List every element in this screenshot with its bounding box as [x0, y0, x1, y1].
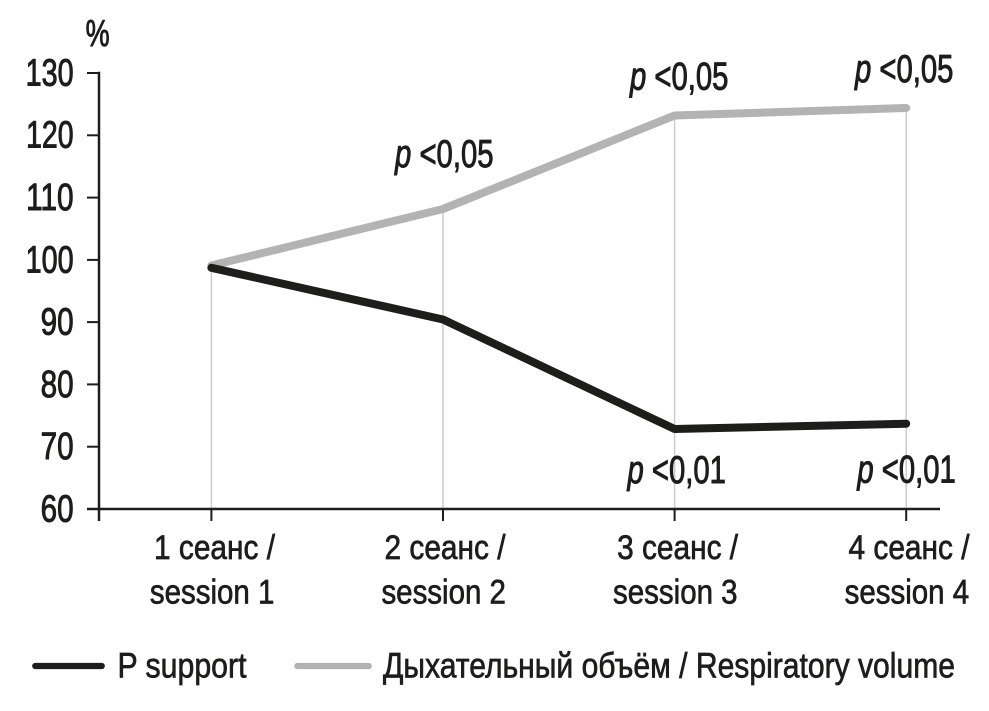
svg-text:4 сеанс /: 4 сеанс /: [849, 529, 970, 567]
svg-text:p <0,05: p <0,05: [394, 133, 493, 176]
svg-text:p <0,05: p <0,05: [629, 56, 728, 99]
svg-text:session 1: session 1: [150, 573, 275, 611]
svg-text:1 сеанс /: 1 сеанс /: [154, 529, 275, 567]
svg-text:130: 130: [26, 52, 74, 94]
svg-text:60: 60: [41, 488, 74, 530]
svg-text:Дыхательный объём / Respirator: Дыхательный объём / Respiratory volume: [383, 646, 955, 686]
svg-text:P support: P support: [118, 646, 247, 686]
svg-text:90: 90: [41, 302, 74, 344]
svg-text:80: 80: [41, 364, 74, 406]
svg-text:110: 110: [26, 177, 74, 219]
svg-text:120: 120: [26, 115, 74, 157]
svg-text:2 сеанс /: 2 сеанс /: [385, 529, 506, 567]
svg-text:p <0,01: p <0,01: [857, 449, 956, 492]
svg-text:session 2: session 2: [381, 573, 506, 611]
svg-text:%: %: [86, 12, 110, 54]
svg-text:p <0,01: p <0,01: [627, 449, 726, 492]
svg-text:session 4: session 4: [845, 573, 970, 611]
svg-text:100: 100: [26, 239, 74, 281]
svg-text:session 3: session 3: [613, 573, 738, 611]
svg-text:70: 70: [41, 426, 74, 468]
svg-text:3 сеанс /: 3 сеанс /: [617, 529, 738, 567]
svg-text:p <0,05: p <0,05: [854, 48, 953, 91]
